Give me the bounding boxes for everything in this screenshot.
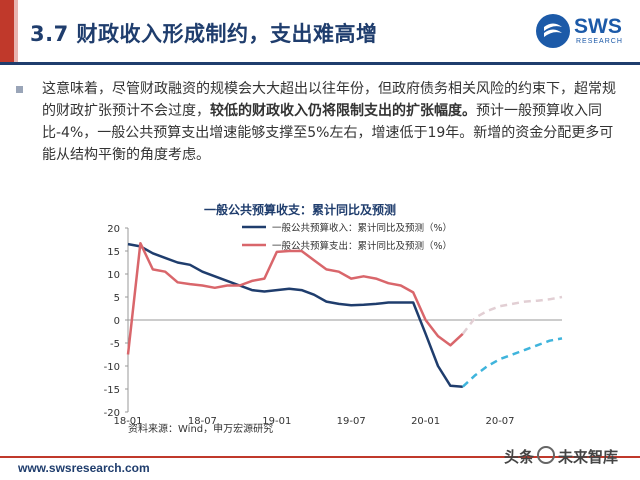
y-tick-label: 10 (107, 270, 120, 281)
title-accent-stripe (14, 0, 18, 62)
watermark-right: 未来智库 (557, 448, 618, 466)
y-tick-label: 20 (107, 224, 120, 235)
y-axis: 20 15 10 5 0 -5 -10 -15 -20 (104, 224, 129, 419)
sws-logo: SWS RESEARCH (536, 14, 628, 48)
summary-paragraph: 这意味着，尽管财政融资的规模会大大超出以往年份，但政府债务相关风险的约束下，超常… (42, 78, 622, 166)
x-tick-label: 20-07 (485, 416, 514, 427)
chart-title: 一般公共预算收支：累计同比及预测 (204, 202, 396, 217)
y-tick-label: -5 (110, 339, 120, 350)
x-tick-label: 19-07 (337, 416, 366, 427)
x-tick-label: 18-07 (188, 416, 217, 427)
y-tick-label: -10 (104, 362, 120, 373)
x-tick-label: 18-01 (113, 416, 142, 427)
title-bar: 3.7 财政收入形成制约，支出难高增 SWS RESEARCH (0, 0, 640, 62)
y-tick-label: -20 (104, 408, 120, 419)
bullet-icon (16, 86, 23, 93)
y-tick-label: -15 (104, 385, 120, 396)
logo-subtext: RESEARCH (576, 38, 623, 45)
paragraph-text-2: 预计一般预算收入同比-4%，一般公共预算支出增速能够支撑至5%左右，增速低于19… (42, 103, 614, 163)
watermark-icon (536, 446, 555, 464)
budget-yoy-chart: 一般公共预算收支：累计同比及预测 20 15 10 5 0 -5 -10 -15 -20 18-… (104, 202, 563, 435)
legend: 一般公共预算收入：累计同比及预测（%） 一般公共预算支出：累计同比及预测（%） (242, 222, 452, 252)
title-accent-bar (0, 0, 14, 62)
footer-rule (0, 456, 640, 458)
paragraph-text-1: 这意味着，尽管财政融资的规模会大大超出以往年份，但政府债务相关风险的约束下，超常… (42, 81, 616, 119)
sws-logo-icon (536, 14, 570, 48)
y-tick-label: 5 (114, 293, 120, 304)
paragraph-emphasis: 较低的财政收入仍将限制支出的扩张幅度。 (210, 103, 476, 119)
series-revenue-forecast (461, 337, 563, 388)
x-tick-label: 20-01 (411, 416, 440, 427)
watermark: 头条 未来智库 (504, 446, 618, 467)
footer-url: www.swsresearch.com (18, 461, 150, 475)
x-axis: 18-01 18-07 19-01 19-07 20-01 20-07 (113, 319, 562, 427)
series-revenue (127, 242, 463, 388)
x-tick-label: 19-01 (262, 416, 291, 427)
title-underline (0, 62, 640, 65)
chart-source: 资料来源：Wind，申万宏源研究 (128, 422, 273, 435)
series-expenditure-forecast (461, 295, 563, 335)
series-layer (126, 241, 563, 388)
slide-title: 3.7 财政收入形成制约，支出难高增 (30, 22, 378, 46)
y-tick-label: 0 (114, 316, 120, 327)
series-expenditure (126, 241, 464, 355)
logo-text: SWS (574, 15, 622, 38)
y-tick-label: 15 (107, 247, 120, 258)
legend-label-revenue: 一般公共预算收入：累计同比及预测（%） (272, 222, 452, 234)
legend-label-expenditure: 一般公共预算支出：累计同比及预测（%） (272, 240, 452, 252)
watermark-left: 头条 (503, 448, 534, 466)
